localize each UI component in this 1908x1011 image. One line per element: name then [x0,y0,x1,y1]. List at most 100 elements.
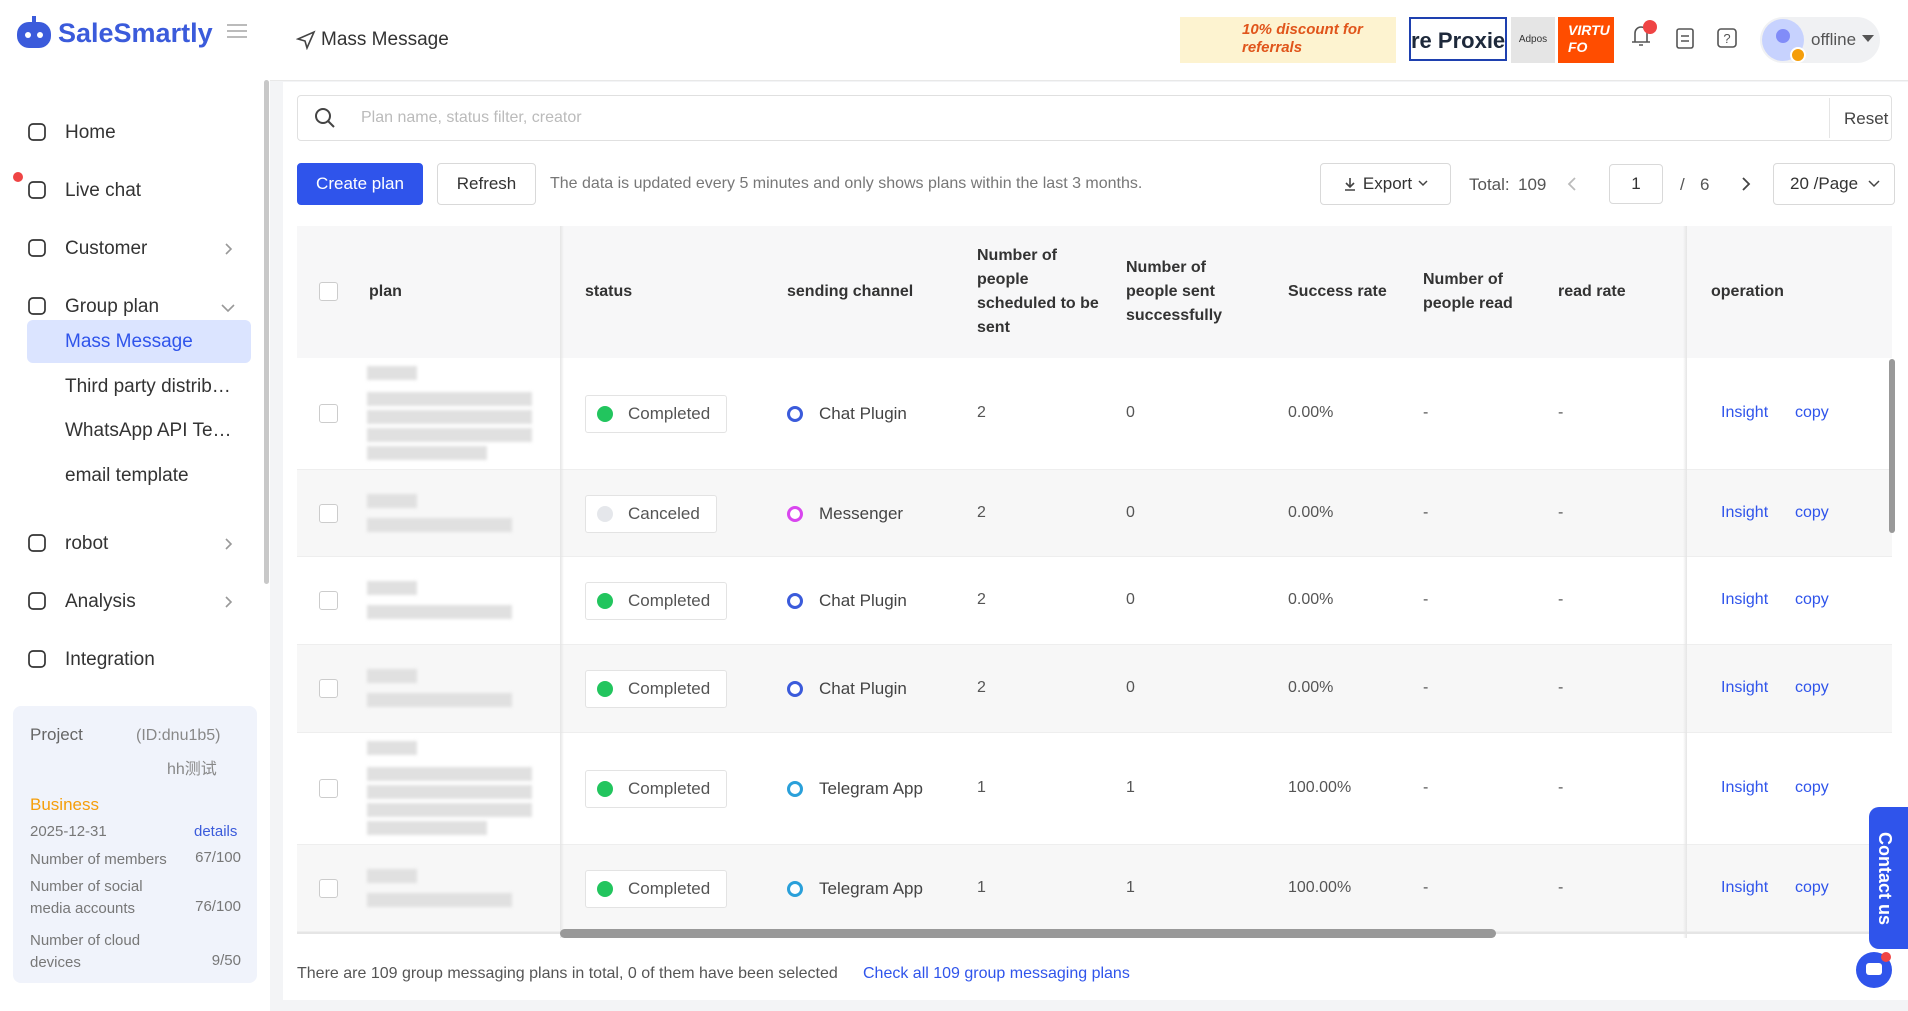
nav-item[interactable]: Group plan [65,296,160,317]
blurred-plan-name [367,693,512,707]
table-row [297,645,1892,733]
plan-name: Business [30,795,99,814]
chevron [225,243,233,255]
submenu-item[interactable]: Mass Message [65,331,193,352]
project-name[interactable]: hh测试 [167,761,217,778]
copy-link[interactable]: copy [1795,404,1829,421]
search-placeholder[interactable]: Plan name, status filter, creator [361,109,582,126]
copy-link[interactable]: copy [1795,591,1829,608]
blurred-plan-name [367,803,532,817]
row-checkbox[interactable] [319,503,338,523]
table-row [297,358,1892,470]
channel-icon [787,406,803,422]
nav-item[interactable]: Live chat [65,180,142,201]
reset-button[interactable]: Reset [1844,109,1889,128]
blurred-plan-name [367,785,532,799]
ad-banner[interactable]: re Proxies [1409,17,1507,61]
channel-name: Chat Plugin [819,591,907,610]
horizontal-scrollbar[interactable] [560,929,1496,938]
nav-icon [28,592,46,610]
clipboard-icon[interactable] [1674,26,1696,50]
check-all-link[interactable]: Check all 109 group messaging plans [863,965,1130,982]
nav-item[interactable]: Home [65,122,116,143]
row-checkbox[interactable] [319,779,338,798]
nav-item[interactable]: Analysis [65,591,136,612]
submenu-item[interactable]: WhatsApp API Te… [65,420,232,441]
cell-read: - [1423,591,1429,608]
insight-link[interactable]: Insight [1721,503,1769,521]
column-header: status [585,226,735,358]
submenu-item[interactable]: email template [65,465,189,486]
help-icon[interactable]: ? [1716,27,1738,49]
nav-icon [28,123,46,141]
chevron [1418,180,1428,187]
nav-item[interactable]: robot [65,533,109,554]
total-count: 109 [1518,175,1547,194]
table-row [297,733,1892,845]
nav-item[interactable]: Customer [65,238,148,259]
stat-value: 67/100 [195,849,241,866]
project-id[interactable]: (ID:dnu1b5) [136,727,221,744]
submenu-item[interactable]: Third party distrib… [65,376,231,397]
channel-name: Chat Plugin [819,404,907,423]
user-status[interactable]: offline [1811,30,1857,49]
export-button[interactable]: Export [1320,163,1451,205]
ad-banner[interactable]: 10% discount for referrals [1180,17,1396,63]
row-checkbox[interactable] [319,404,338,423]
row-checkbox[interactable] [319,878,338,898]
ad-banner[interactable]: VIRTU FO [1558,17,1614,63]
contact-label[interactable]: Contact us [1875,832,1895,926]
prev-page[interactable] [1566,176,1578,192]
page-size[interactable]: 20 /Page [1790,174,1859,193]
contact-tab[interactable] [1869,807,1908,949]
notification-icon[interactable] [1626,18,1660,52]
status-dot [597,880,613,897]
export-label[interactable]: Export [1362,174,1413,193]
insight-link[interactable]: Insight [1721,779,1769,796]
vertical-scrollbar[interactable] [1889,359,1895,533]
column-header: Number of people scheduled to be sent [977,226,1107,358]
sidebar: SaleSmartly Project (ID:dnu1b5) hh测试 Bus… [0,0,270,1011]
select-all-checkbox[interactable] [319,282,338,301]
cell-read: - [1423,878,1429,896]
chevron [221,304,235,313]
project-label: Project [30,725,83,744]
status-badge: Canceled [585,494,717,533]
status-dot [597,406,613,422]
row-checkbox[interactable] [319,591,338,610]
column-title: Success rate [1288,283,1387,300]
cell-success-rate: 0.00% [1288,591,1334,608]
refresh-button[interactable]: Refresh [437,163,536,205]
avatar[interactable] [1762,19,1808,65]
details-link[interactable]: details [194,823,238,840]
collapse-icon[interactable] [226,22,248,40]
selection-summary: There are 109 group messaging plans in t… [297,965,838,982]
chat-bubble[interactable] [1854,950,1894,990]
insight-link[interactable]: Insight [1721,591,1769,608]
copy-link[interactable]: copy [1795,779,1829,796]
cell-read-rate: - [1558,404,1564,421]
next-page[interactable] [1740,176,1752,192]
column-header: Number of people sent successfully [1126,226,1256,358]
copy-link[interactable]: copy [1795,878,1829,896]
insight-link[interactable]: Insight [1721,679,1769,696]
insight-link[interactable]: Insight [1721,878,1769,896]
page-input[interactable]: 1 [1609,164,1663,204]
copy-link[interactable]: copy [1795,503,1829,521]
nav-item[interactable]: Integration [65,649,155,670]
chevron [225,538,233,550]
insight-link[interactable]: Insight [1721,404,1769,421]
copy-link[interactable]: copy [1795,679,1829,696]
project-card [13,706,257,983]
search-box[interactable] [297,95,1892,141]
nav-icon [28,239,46,257]
row-checkbox[interactable] [319,679,338,698]
cell-sent: 0 [1126,503,1135,521]
create-plan-button[interactable]: Create plan [297,163,423,205]
cell-success-rate: 100.00% [1288,779,1352,796]
cell-read: - [1423,503,1429,521]
fixed-column-shadow [560,226,564,938]
page-size-select[interactable]: 20 /Page [1773,163,1895,205]
ad-banner[interactable]: Adpos [1511,17,1555,63]
